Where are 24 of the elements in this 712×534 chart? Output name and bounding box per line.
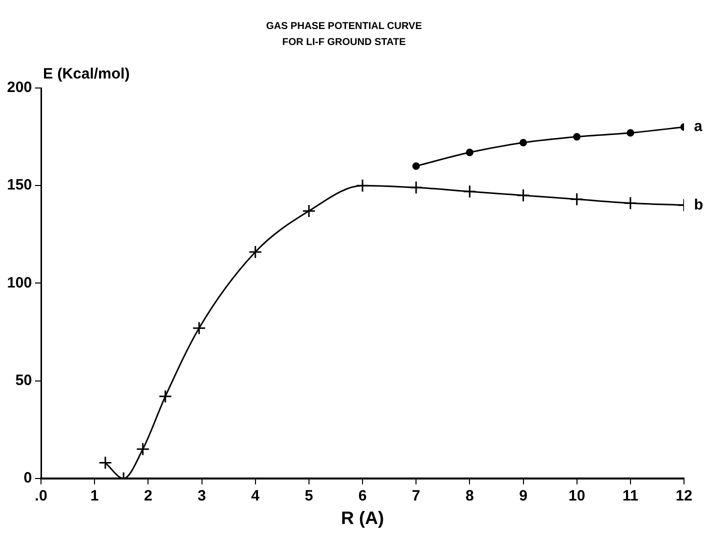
chart-subtitle: FOR LI-F GROUND STATE: [282, 36, 406, 48]
series-label: a: [694, 118, 703, 136]
x-tick-label: 12: [676, 488, 692, 505]
x-tick-label: .0: [34, 488, 48, 505]
y-tick-label: 200: [6, 79, 32, 96]
chart-title: GAS PHASE POTENTIAL CURVE: [266, 20, 422, 32]
x-tick-label: 4: [251, 488, 260, 505]
x-tick-label: 10: [568, 488, 586, 505]
y-axis-title: E (Kcal/mol): [43, 66, 130, 83]
x-tick-label: 2: [144, 488, 152, 505]
y-tick-label: 100: [6, 274, 32, 292]
x-tick-label: 6: [358, 488, 367, 505]
x-tick-label: 5: [304, 488, 314, 505]
x-tick-label: 3: [198, 488, 206, 505]
y-tick-label: 150: [6, 176, 32, 194]
x-tick-label: 11: [622, 488, 638, 505]
y-tick-label: 0: [24, 470, 32, 487]
x-tick-label: 1: [90, 488, 99, 505]
x-tick-label: 9: [519, 488, 528, 505]
x-tick-label: 7: [412, 488, 420, 505]
x-axis-title: R (A): [341, 508, 384, 528]
y-tick-label: 50: [15, 372, 32, 389]
series-label: b: [694, 196, 704, 214]
x-tick-label: 8: [466, 488, 474, 505]
